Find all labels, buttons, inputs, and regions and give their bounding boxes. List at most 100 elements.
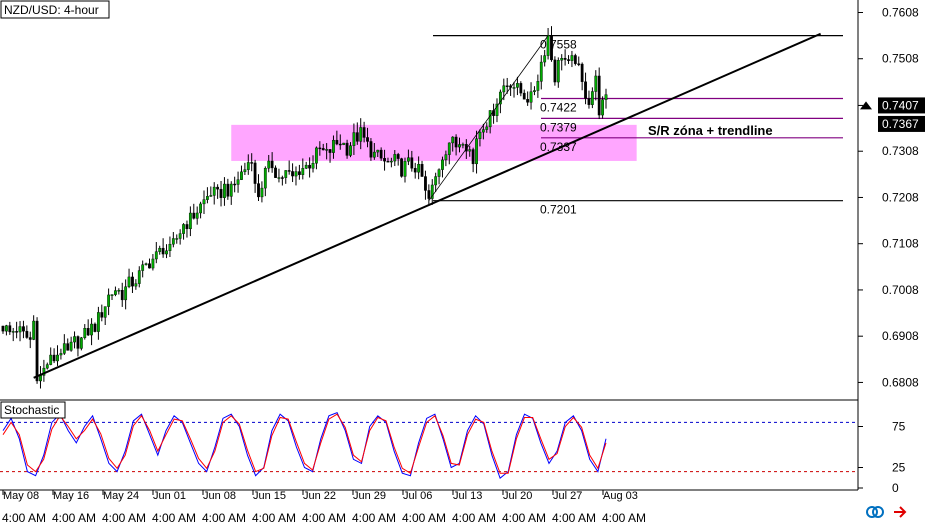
candle-body — [567, 59, 570, 61]
candle-body — [342, 142, 346, 145]
candle-body — [304, 164, 308, 169]
candle-body — [587, 98, 591, 105]
candle-body — [209, 195, 213, 197]
time-tick-label: Jun 01 — [153, 490, 186, 502]
candle-body — [349, 145, 352, 156]
candle-body — [96, 312, 100, 332]
time-tick-label: May 24 — [103, 490, 139, 502]
candle-body — [188, 212, 192, 230]
candle-body — [219, 188, 223, 198]
candle-body — [570, 55, 574, 61]
candle-body — [454, 136, 458, 148]
time-label: 4:00 AM — [152, 511, 196, 525]
candle-body — [597, 75, 601, 116]
time-tick-label: May 08 — [3, 490, 39, 502]
candle-body — [280, 177, 284, 179]
price-tick-label: 0.6908 — [882, 329, 919, 343]
candle-body — [144, 263, 148, 265]
candle-body — [417, 163, 421, 173]
candle-body — [243, 169, 247, 173]
candle-body — [90, 323, 93, 336]
candle-body — [376, 149, 380, 153]
candle-body — [202, 199, 206, 205]
candle-body — [168, 243, 172, 251]
candle-body — [182, 224, 185, 234]
price-tick-label: 0.7208 — [882, 190, 919, 204]
candle-body — [352, 132, 356, 146]
candle-body — [383, 158, 386, 162]
candle-body — [332, 139, 335, 153]
candle-body — [267, 160, 271, 169]
candle-body — [335, 139, 339, 145]
candle-body — [437, 169, 441, 177]
price-tag-box — [878, 97, 925, 114]
candle-body — [35, 320, 39, 382]
candle-body — [362, 127, 366, 138]
candle-body — [584, 81, 587, 99]
chart-title-box — [0, 0, 110, 19]
time-axis: May 08 May 16 May 24 Jun 01 Jun 08 Jun 15 Jun … — [2, 490, 646, 525]
candle-body — [519, 83, 523, 94]
candle-body — [76, 336, 80, 349]
stochastic-title: Stochastic — [4, 403, 59, 417]
candle-body — [223, 183, 226, 198]
sync-icon[interactable] — [866, 506, 884, 518]
candle-body — [502, 85, 506, 93]
candle-body — [516, 83, 519, 88]
time-tick-label: Aug 03 — [603, 490, 638, 502]
candle-body — [471, 149, 475, 165]
candle-body — [338, 143, 342, 146]
candle-body — [59, 353, 63, 356]
candle-body — [158, 247, 162, 252]
candle-body — [263, 168, 267, 189]
candle-body — [526, 99, 530, 103]
candle-body — [270, 160, 274, 169]
candle-body — [260, 187, 264, 198]
trend-lines — [33, 32, 822, 379]
candle-body — [318, 147, 322, 150]
level-label: 0.7379 — [540, 120, 577, 134]
candle-body — [240, 171, 243, 180]
candle-body — [478, 131, 482, 139]
candle-body — [413, 168, 417, 173]
candle-body — [590, 91, 594, 105]
candle-body — [171, 238, 175, 245]
stochastic-tick-label: 75 — [892, 420, 906, 434]
candle-body — [533, 90, 536, 92]
candle-body — [447, 142, 451, 155]
candle-body — [560, 58, 564, 61]
price-tick-label: 0.6808 — [882, 375, 919, 389]
candle-body — [18, 326, 22, 333]
candle-body — [257, 183, 260, 198]
level-label: 0.7201 — [540, 203, 577, 217]
time-label: 4:00 AM — [352, 511, 396, 525]
candle-body — [212, 186, 216, 196]
candle-body — [386, 160, 390, 163]
arrow-right-icon[interactable] — [894, 506, 907, 518]
candle-body — [73, 336, 76, 343]
candle-body — [185, 224, 189, 230]
candle-body — [246, 162, 250, 170]
candle-body — [175, 238, 179, 240]
candle-body — [451, 136, 455, 144]
candle-body — [396, 154, 400, 159]
candle-body — [529, 91, 533, 103]
candle-body — [604, 94, 608, 100]
candle-body — [366, 137, 369, 142]
price-tick-label: 0.7508 — [882, 52, 919, 66]
candle-body — [165, 250, 168, 255]
candle-body — [56, 354, 59, 362]
candle-body — [444, 154, 448, 161]
candle-body — [45, 364, 49, 369]
time-label: 4:00 AM — [202, 511, 246, 525]
candle-body — [556, 60, 560, 83]
candle-body — [315, 147, 318, 164]
candle-body — [8, 325, 12, 333]
candle-body — [294, 171, 298, 177]
time-label: 4:00 AM — [302, 511, 346, 525]
candle-body — [1, 325, 5, 332]
candle-body — [15, 331, 19, 333]
candle-body — [120, 289, 124, 301]
candle-body — [83, 328, 87, 339]
candle-body — [124, 286, 128, 301]
